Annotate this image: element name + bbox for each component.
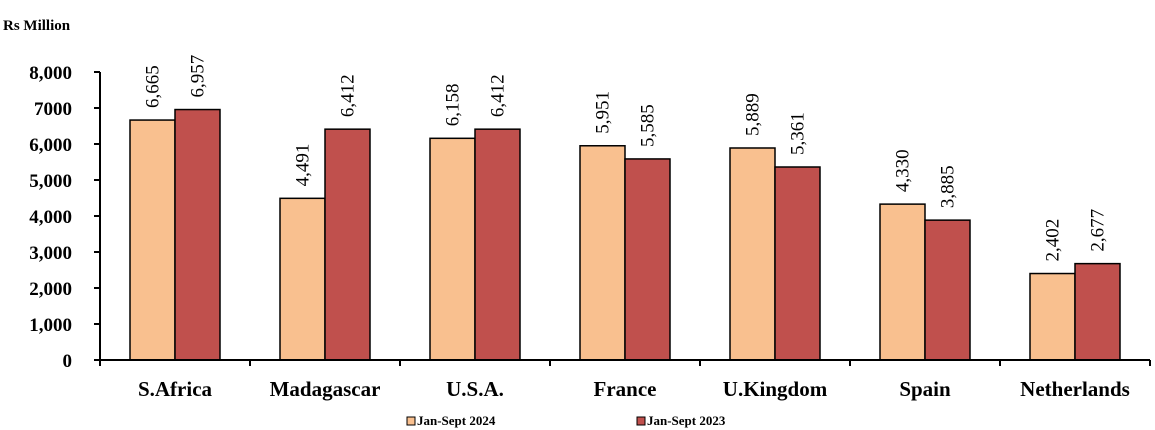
x-tick-label: S.Africa <box>138 377 213 401</box>
x-tick-label: Madagascar <box>270 377 381 401</box>
x-tick-label: France <box>594 377 657 401</box>
legend-swatch <box>406 416 416 426</box>
data-label: 6,412 <box>488 74 509 117</box>
bar <box>279 197 326 361</box>
legend-label: Jan-Sept 2023 <box>647 413 726 428</box>
bar <box>729 147 776 361</box>
bar <box>624 158 671 361</box>
data-label: 5,361 <box>788 112 809 155</box>
bar <box>429 137 476 361</box>
y-tick-label: 8,000 <box>29 63 72 84</box>
x-axis: S.Africa Madagascar U.S.A. France U.Kingdom S… <box>99 359 1151 401</box>
y-axis: 0 1,000 2,000 3,000 4,000 5,000 6,000 7000 8,000 <box>29 63 101 372</box>
bar <box>129 119 176 361</box>
data-label: 4,491 <box>293 144 314 187</box>
y-tick-label: 4,000 <box>29 207 72 228</box>
x-tick-label: U.S.A. <box>446 377 504 401</box>
x-tick-label: Netherlands <box>1020 377 1130 401</box>
y-tick-label: 5,000 <box>29 171 72 192</box>
data-label: 5,585 <box>638 104 659 147</box>
data-label: 6,957 <box>188 55 209 98</box>
y-tick-label: 6,000 <box>29 135 72 156</box>
data-label: 6,158 <box>443 84 464 127</box>
data-label: 2,677 <box>1088 209 1109 252</box>
y-tick-label: 2,000 <box>29 279 72 300</box>
data-label: 6,665 <box>143 65 164 108</box>
data-label: 2,402 <box>1043 219 1064 262</box>
legend: Jan-Sept 2024 Jan-Sept 2023 <box>406 413 726 428</box>
bars <box>129 108 1121 361</box>
data-label: 5,951 <box>593 91 614 134</box>
bar <box>879 203 926 361</box>
data-label: 4,330 <box>893 149 914 192</box>
data-labels: 6,665 6,957 4,491 6,412 6,158 6,412 5,951 5,585… <box>143 55 1109 262</box>
data-label: 5,889 <box>743 93 764 136</box>
bar <box>774 166 821 361</box>
y-tick-label: 7000 <box>34 99 72 120</box>
bar <box>174 108 221 361</box>
bar <box>924 219 971 361</box>
bar <box>324 128 371 361</box>
y-tick-label: 0 <box>63 351 73 372</box>
unit-label: Rs Million <box>3 18 71 34</box>
bar <box>1074 262 1121 361</box>
y-tick-label: 3,000 <box>29 243 72 264</box>
bar <box>474 128 521 361</box>
y-tick-label: 1,000 <box>29 315 72 336</box>
data-label: 6,412 <box>338 74 359 117</box>
x-tick-label: Spain <box>899 377 951 401</box>
legend-swatch <box>636 416 646 426</box>
x-tick-label: U.Kingdom <box>723 377 828 401</box>
data-label: 3,885 <box>938 165 959 208</box>
bar <box>579 145 626 361</box>
legend-label: Jan-Sept 2024 <box>417 413 496 428</box>
bar <box>1029 272 1076 361</box>
